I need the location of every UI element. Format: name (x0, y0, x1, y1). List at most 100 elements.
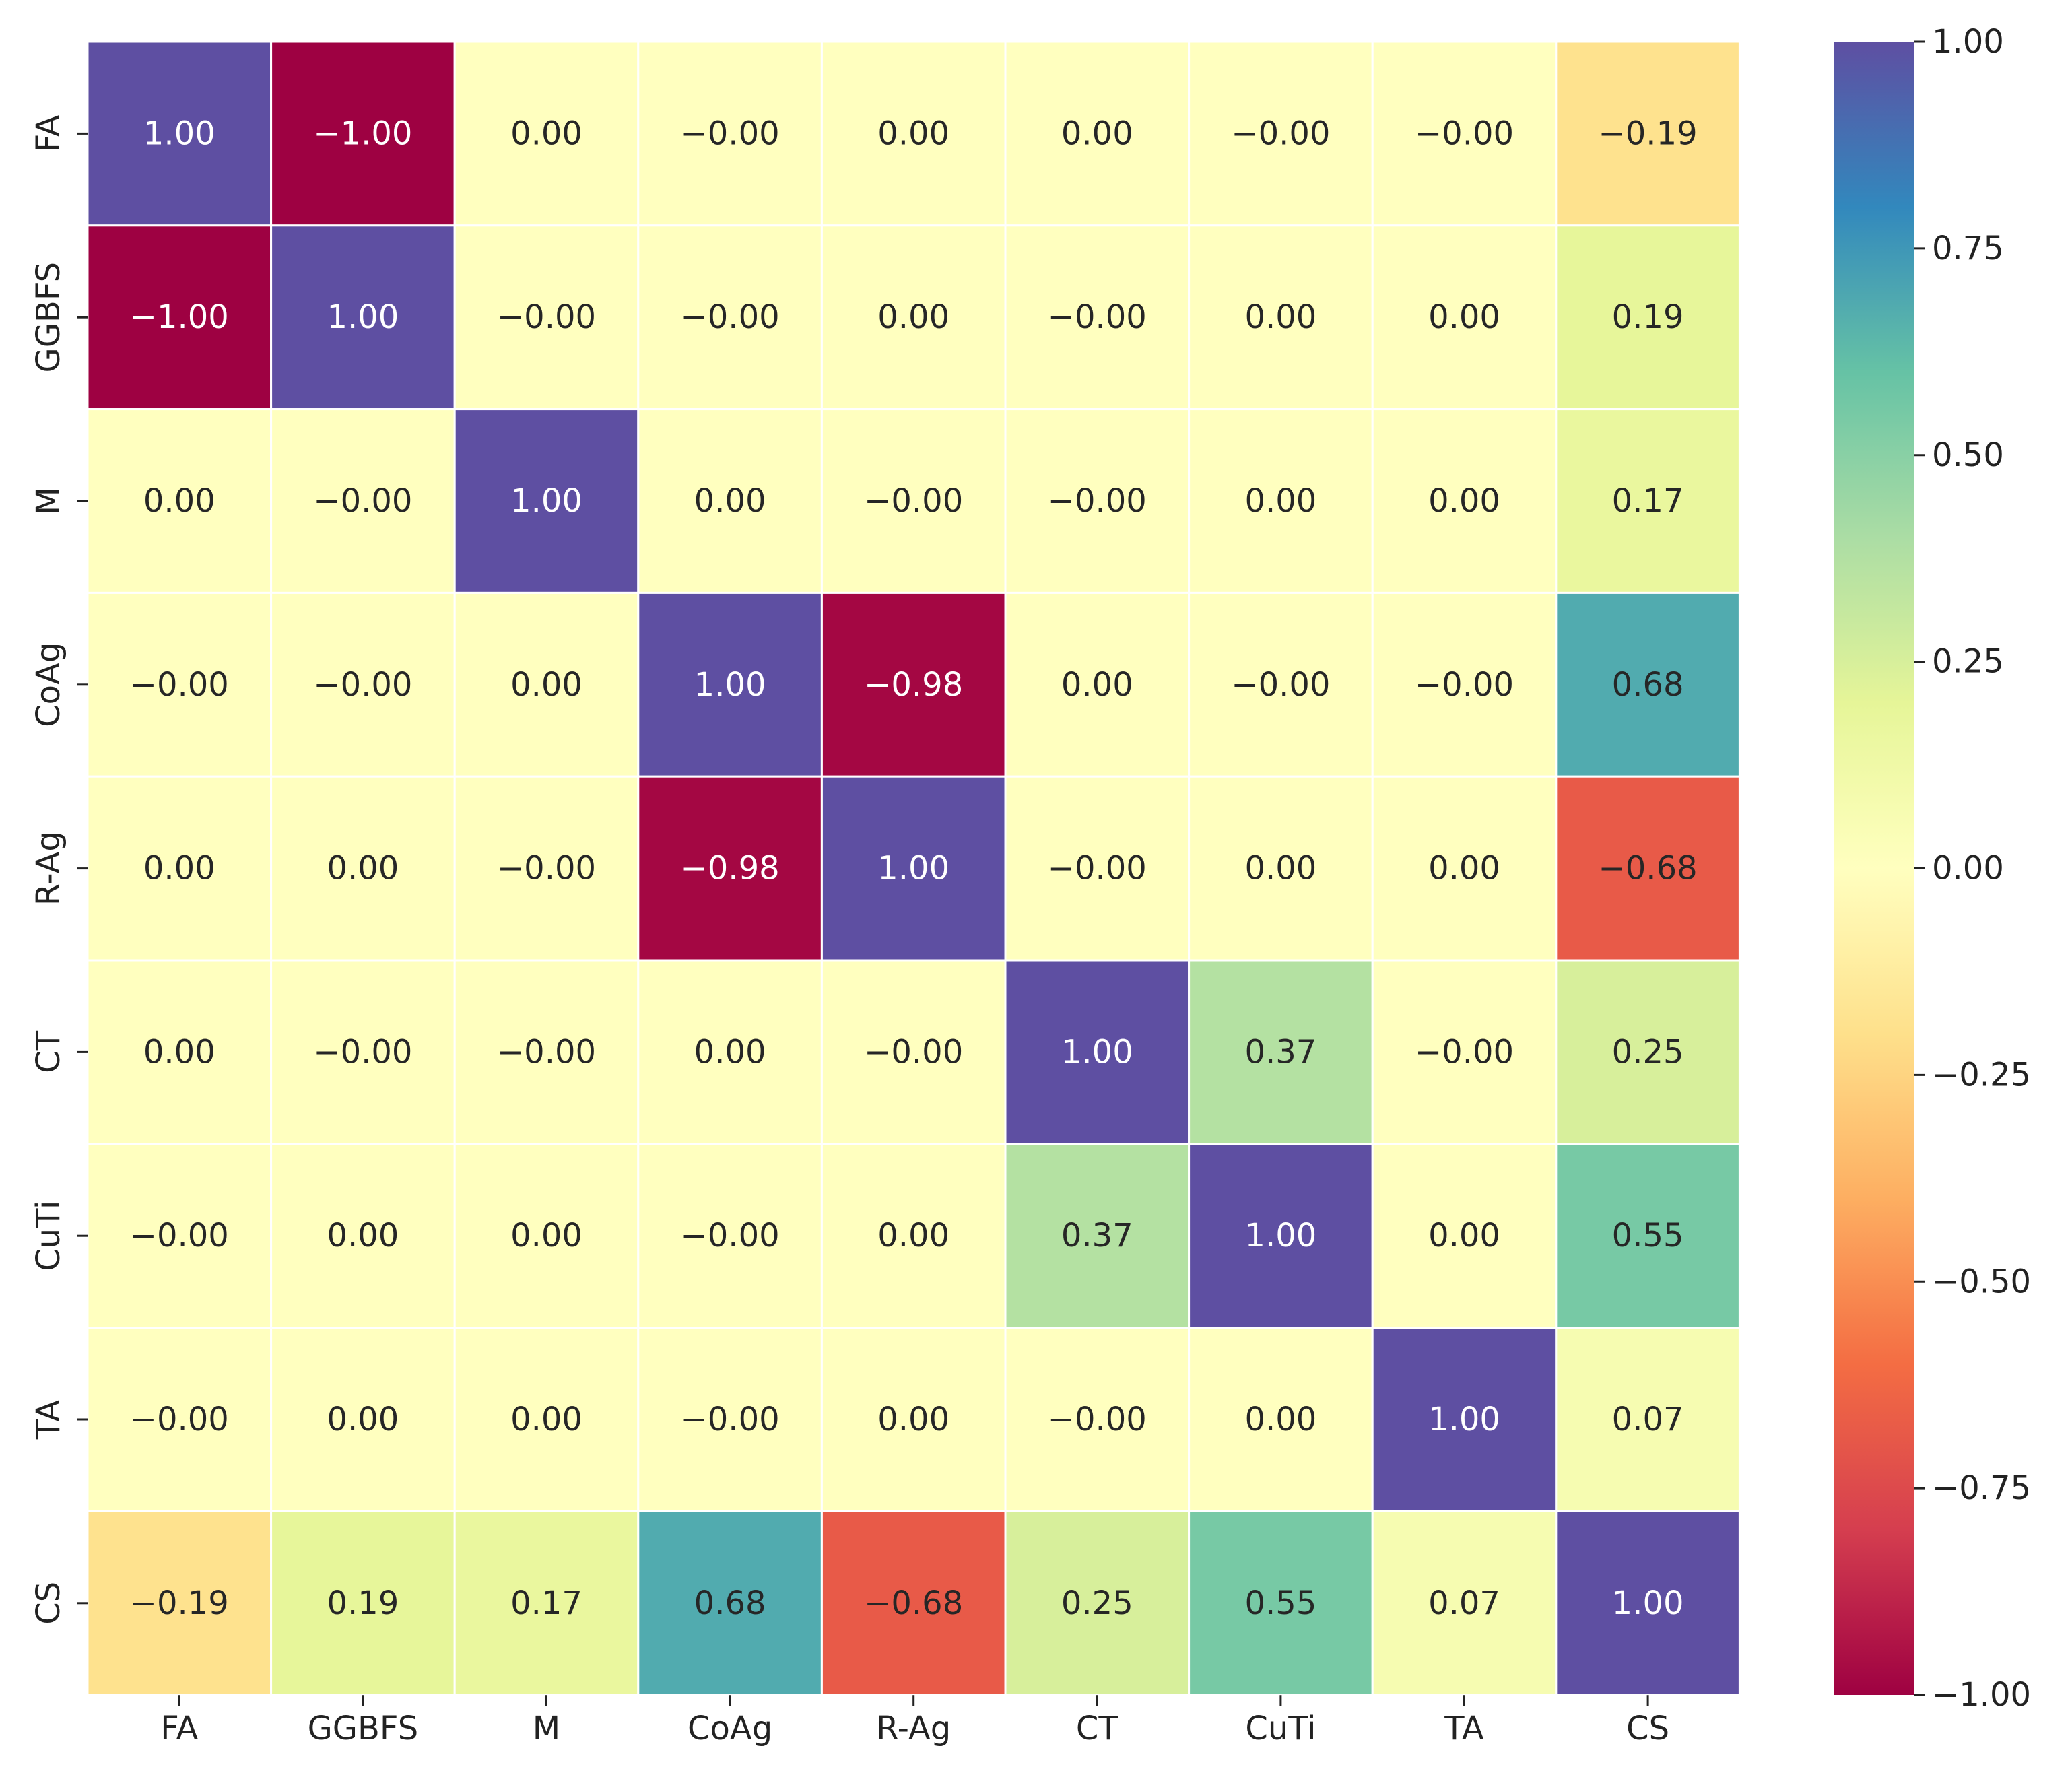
heatmap-cell-CS-FA (86, 1510, 273, 1696)
cell-value-label: 0.00 (694, 482, 766, 520)
heatmap-cell-M-CS (1555, 408, 1741, 594)
cell-value-label: 1.00 (1612, 1584, 1684, 1622)
x-tick-label: CoAg (688, 1710, 772, 1747)
cell-value-label: −0.19 (130, 1584, 229, 1622)
x-tick-label: R-Ag (876, 1710, 951, 1747)
heatmap-cell-CT-GGBFS (270, 959, 456, 1145)
heatmap-cell-TA-R-Ag (820, 1327, 1007, 1512)
cell-value-label: −0.00 (497, 850, 596, 888)
cell-value-label: 0.00 (510, 114, 582, 152)
x-tick-label: TA (1444, 1710, 1484, 1747)
y-axis: FA GGBFS M CoAg R-Ag CT CuTi TA CS (30, 114, 88, 1625)
cell-value-label: 0.00 (877, 1217, 949, 1255)
heatmap-cell-CuTi-R-Ag (820, 1143, 1007, 1329)
cell-value-label: −0.19 (1599, 114, 1698, 152)
cell-value-label: 0.00 (1061, 114, 1133, 152)
heatmap-cell-GGBFS-CS (1555, 224, 1741, 411)
cell-value-label: −0.00 (1231, 114, 1330, 152)
heatmap-cell-TA-FA (86, 1327, 273, 1512)
cell-value-label: 0.00 (1244, 1401, 1316, 1438)
y-tick-label: CS (30, 1582, 67, 1625)
cell-value-label: −0.00 (1048, 1401, 1147, 1438)
heatmap-cell-CT-CS (1555, 959, 1741, 1145)
cell-value-label: 0.00 (510, 1401, 582, 1438)
heatmap-cell-GGBFS-CoAg (637, 224, 823, 411)
heatmap-cell-labels: 1.00 −1.00 0.00 −0.00 0.00 0.00 −0.00 −0.00 −0.1… (130, 114, 1698, 1621)
heatmap-cell-TA-M (453, 1327, 640, 1512)
cell-value-label: −0.00 (130, 666, 229, 704)
cell-value-label: −0.00 (1415, 114, 1514, 152)
heatmap-cell-M-M (453, 408, 640, 594)
x-axis: FA GGBFS M CoAg R-Ag CT CuTi TA CS (160, 1695, 1669, 1747)
heatmap-cell-CT-R-Ag (820, 959, 1007, 1145)
cell-value-label: 0.00 (327, 1217, 399, 1255)
cell-value-label: 0.00 (1428, 850, 1500, 888)
cell-value-label: 0.00 (143, 850, 215, 888)
cell-value-label: −0.68 (1599, 850, 1698, 888)
cell-value-label: −0.00 (497, 298, 596, 336)
colorbar-tick-label: −1.00 (1932, 1676, 2031, 1714)
cell-value-label: 0.00 (143, 482, 215, 520)
heatmap-cell-FA-TA (1371, 40, 1558, 227)
heatmap-cell-R-Ag-CuTi (1188, 775, 1374, 962)
cell-value-label: 0.19 (327, 1584, 399, 1622)
heatmap-cell-CoAg-GGBFS (270, 591, 456, 778)
cell-value-label: 1.00 (1428, 1401, 1500, 1438)
colorbar-tick-label: 0.75 (1932, 230, 2004, 267)
heatmap-cell-CoAg-CS (1555, 591, 1741, 778)
heatmap-cell-CuTi-FA (86, 1143, 273, 1329)
cell-value-label: 0.17 (510, 1584, 582, 1622)
heatmap-cell-M-FA (86, 408, 273, 594)
heatmap-cell-CS-CS (1555, 1510, 1741, 1696)
cell-value-label: 0.00 (327, 1401, 399, 1438)
cell-value-label: 1.00 (1061, 1033, 1133, 1071)
cell-value-label: −0.00 (681, 114, 780, 152)
colorbar-tick-label: 1.00 (1932, 23, 2004, 61)
colorbar-tick-label: 0.50 (1932, 436, 2004, 474)
heatmap-cell-CuTi-M (453, 1143, 640, 1329)
heatmap-cell-M-CoAg (637, 408, 823, 594)
heatmap-cell-CuTi-GGBFS (270, 1143, 456, 1329)
cell-value-label: 0.55 (1244, 1584, 1316, 1622)
heatmap-cell-FA-GGBFS (270, 40, 456, 227)
heatmap-cell-FA-R-Ag (820, 40, 1007, 227)
cell-value-label: −0.00 (130, 1401, 229, 1438)
heatmap-cell-M-GGBFS (270, 408, 456, 594)
heatmap-cell-GGBFS-TA (1371, 224, 1558, 411)
y-tick-label: CT (30, 1030, 67, 1073)
heatmap-cell-GGBFS-CuTi (1188, 224, 1374, 411)
heatmap-cell-CoAg-TA (1371, 591, 1558, 778)
cell-value-label: 0.68 (694, 1584, 766, 1622)
cell-value-label: −0.00 (681, 1217, 780, 1255)
cell-value-label: −0.00 (864, 482, 963, 520)
heatmap-cell-CoAg-CoAg (637, 591, 823, 778)
colorbar-tick-label: −0.75 (1932, 1469, 2031, 1507)
colorbar-tick-label: 0.25 (1932, 643, 2004, 681)
cell-value-label: −0.00 (1048, 298, 1147, 336)
cell-value-label: 0.07 (1612, 1401, 1684, 1438)
cell-value-label: −0.00 (313, 1033, 412, 1071)
cell-value-label: 0.00 (877, 1401, 949, 1438)
heatmap-cell-CoAg-FA (86, 591, 273, 778)
heatmap-cell-CS-CT (1004, 1510, 1191, 1696)
cell-value-label: −0.00 (1415, 666, 1514, 704)
heatmap-cell-CS-CoAg (637, 1510, 823, 1696)
heatmap-cell-M-R-Ag (820, 408, 1007, 594)
cell-value-label: 0.37 (1061, 1217, 1133, 1255)
cell-value-label: 0.00 (143, 1033, 215, 1071)
cell-value-label: 0.37 (1244, 1033, 1316, 1071)
cell-value-label: 0.00 (1244, 850, 1316, 888)
cell-value-label: −0.00 (497, 1033, 596, 1071)
cell-value-label: 0.68 (1612, 666, 1684, 704)
colorbar-tick-label: −0.25 (1932, 1056, 2031, 1094)
heatmap-cell-CS-CuTi (1188, 1510, 1374, 1696)
colorbar: 1.00 0.75 0.50 0.25 0.00 −0.25 −0.50 −0.75 −1.00 (1834, 23, 2031, 1714)
cell-value-label: −0.00 (1048, 482, 1147, 520)
cell-value-label: −0.98 (681, 850, 780, 888)
cell-value-label: 0.00 (1244, 482, 1316, 520)
cell-value-label: 1.00 (143, 114, 215, 152)
cell-value-label: −0.00 (130, 1217, 229, 1255)
x-tick-label: CS (1626, 1710, 1669, 1747)
heatmap-cell-R-Ag-M (453, 775, 640, 962)
